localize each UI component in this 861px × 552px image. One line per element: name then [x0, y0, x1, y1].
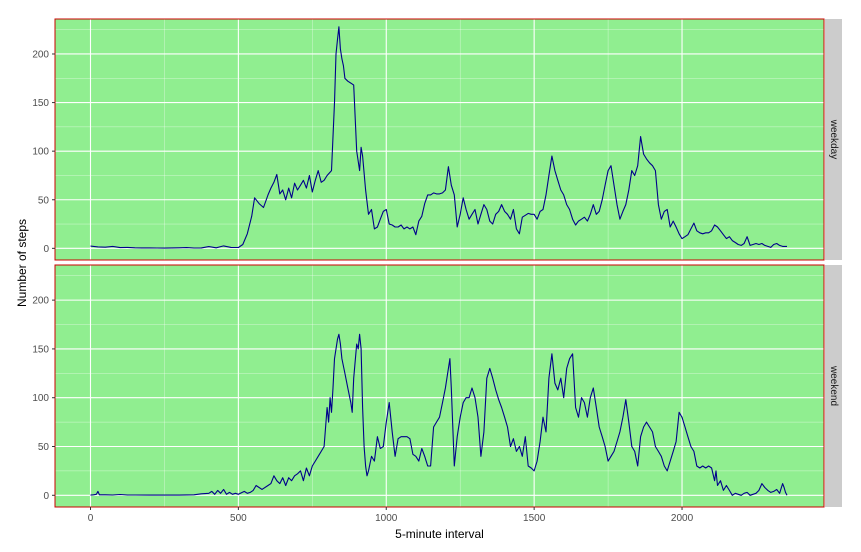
y-tick-label: 0 — [43, 244, 49, 255]
y-axis-title: Number of steps — [15, 219, 29, 307]
y-tick-label: 50 — [38, 442, 50, 453]
series-line-weekday — [90, 26, 787, 249]
y-tick-label: 150 — [32, 98, 49, 109]
y-tick-label: 200 — [32, 296, 49, 307]
x-tick-label: 500 — [230, 513, 247, 524]
x-tick-label: 1000 — [375, 513, 398, 524]
x-tick-label: 0 — [88, 513, 94, 524]
panel-border-weekend — [54, 264, 825, 508]
y-tick-label: 100 — [32, 147, 49, 158]
facet-strip-label: weekend — [828, 365, 839, 406]
x-axis-title: 5-minute interval — [395, 527, 484, 541]
facet-strip-weekend — [825, 265, 842, 507]
x-tick-label: 2000 — [671, 513, 694, 524]
series-line-weekend — [90, 333, 788, 496]
panel-background-weekend — [55, 265, 824, 507]
y-tick-label: 100 — [32, 393, 49, 404]
facet-strip-label: weekday — [828, 119, 839, 159]
y-tick-label: 0 — [43, 491, 49, 502]
y-tick-label: 50 — [38, 195, 50, 206]
facet-strip-weekday — [825, 19, 842, 260]
y-tick-label: 200 — [32, 49, 49, 60]
y-tick-label: 150 — [32, 344, 49, 355]
panel-background-weekday — [55, 19, 824, 260]
panel-border-weekday — [54, 18, 825, 261]
x-tick-label: 1500 — [523, 513, 546, 524]
